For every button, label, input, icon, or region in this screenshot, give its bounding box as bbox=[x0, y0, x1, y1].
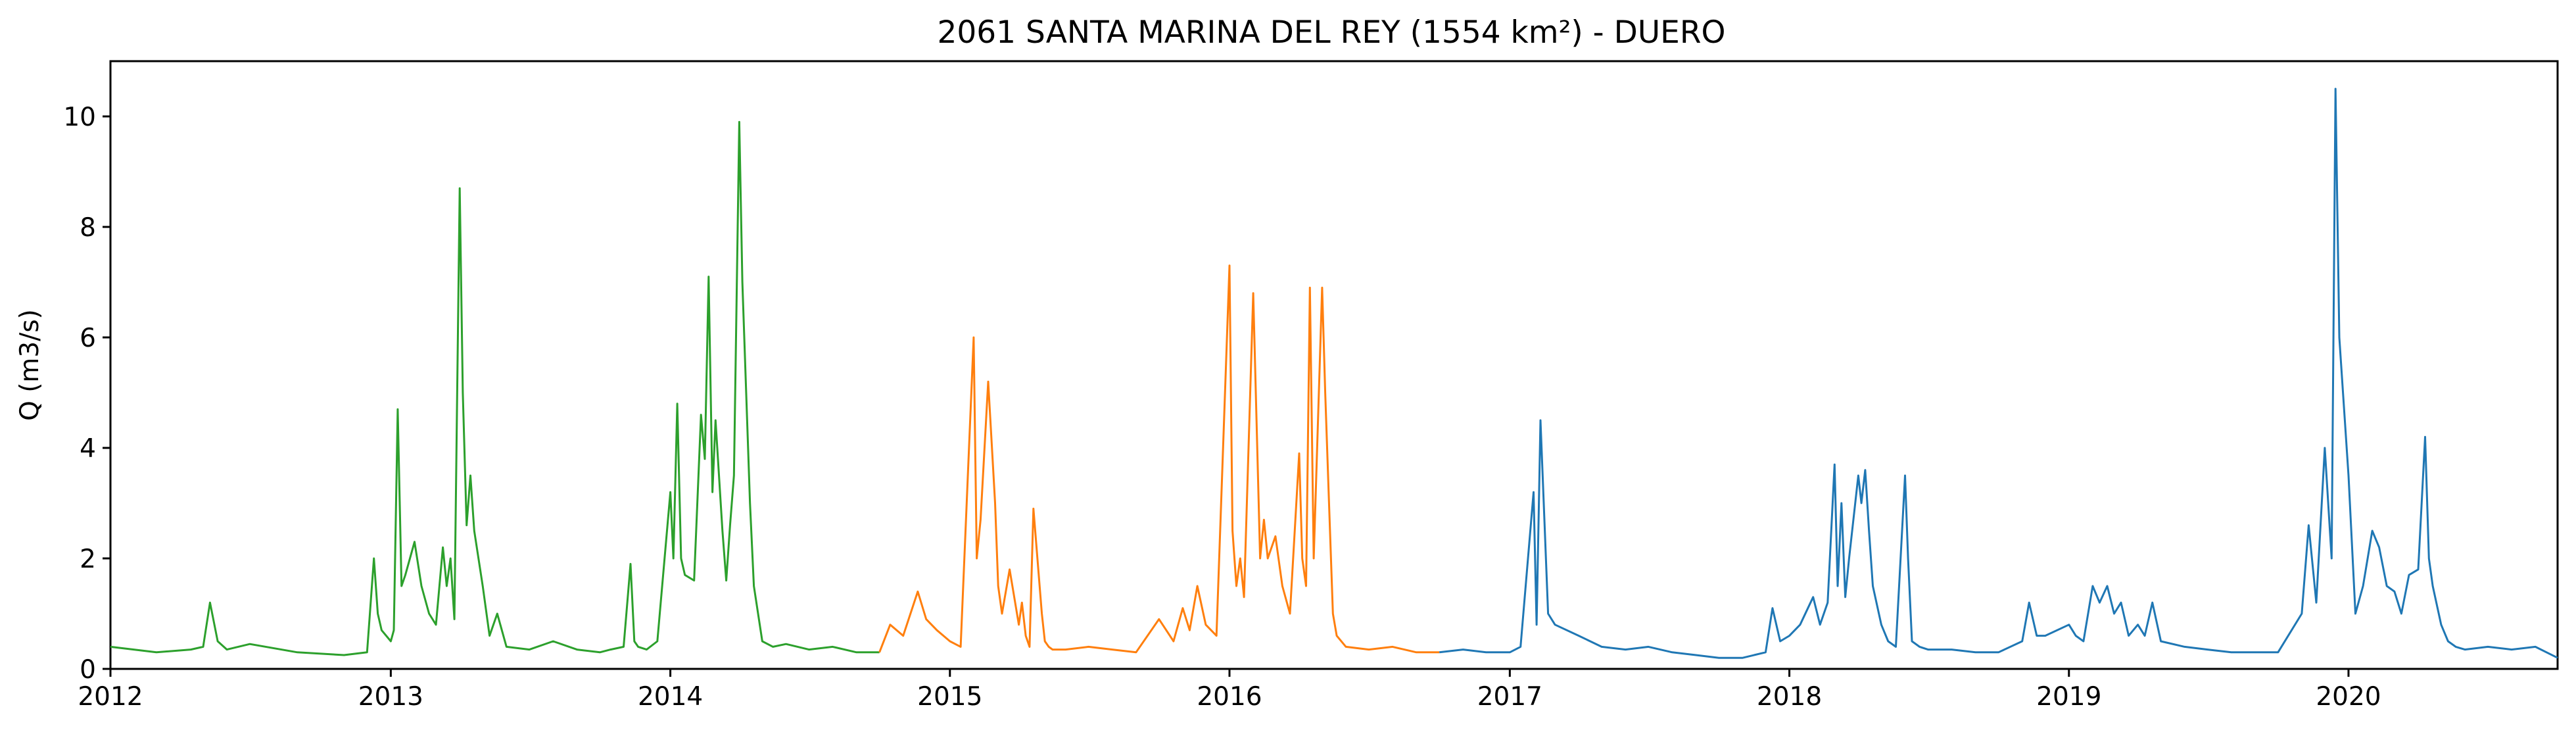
x-tick-label: 2016 bbox=[1197, 682, 1262, 712]
y-tick-label: 2 bbox=[80, 545, 96, 574]
y-axis-label: Q (m3/s) bbox=[15, 309, 45, 421]
x-tick-label: 2020 bbox=[2316, 682, 2381, 712]
y-tick-label: 0 bbox=[80, 655, 96, 685]
x-tick-label: 2017 bbox=[1477, 682, 1542, 712]
x-tick-label: 2014 bbox=[638, 682, 703, 712]
x-tick-label: 2013 bbox=[358, 682, 423, 712]
series-layer bbox=[110, 87, 2558, 659]
x-axis: 2012 2013 2014 2015 2016 2017 2018 2019 2020 bbox=[78, 669, 2381, 712]
y-tick-label: 6 bbox=[80, 324, 96, 353]
series-line-1 bbox=[110, 120, 880, 656]
plot-area bbox=[109, 60, 2559, 670]
x-tick-label: 2012 bbox=[78, 682, 143, 712]
plot-frame bbox=[109, 60, 2559, 670]
y-axis: 0 2 4 6 8 10 bbox=[63, 103, 110, 685]
x-tick-label: 2019 bbox=[2036, 682, 2101, 712]
chart-title: 2061 SANTA MARINA DEL REY (1554 km²) - D… bbox=[937, 14, 1725, 51]
series-line-2 bbox=[878, 264, 1440, 654]
x-tick-label: 2018 bbox=[1757, 682, 1822, 712]
y-tick-label: 10 bbox=[63, 103, 96, 132]
series-line-3 bbox=[1439, 87, 2558, 659]
x-tick-label: 2015 bbox=[917, 682, 982, 712]
y-tick-label: 4 bbox=[80, 434, 96, 464]
y-tick-label: 8 bbox=[80, 213, 96, 243]
